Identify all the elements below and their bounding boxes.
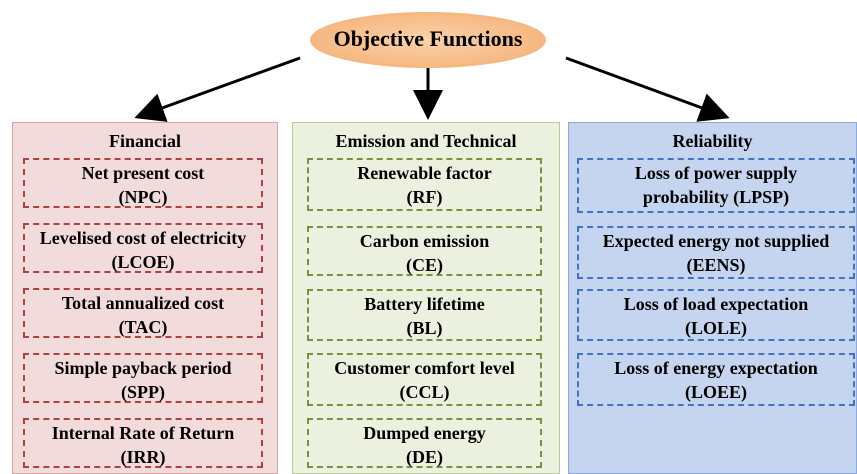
objective-box: Loss of power supply probability (LPSP) <box>577 158 855 213</box>
column: Financial Net present cost (NPC) Levelised … <box>12 122 278 474</box>
column-header: Financial <box>108 131 181 151</box>
arrow <box>565 56 730 122</box>
box-text: (DE) <box>406 447 443 467</box>
objective-box: Renewable factor (RF) <box>307 158 542 211</box>
objective-box: Customer comfort level (CCL) <box>307 353 542 406</box>
box-text: Dumped energy <box>363 423 486 443</box>
box-text: Levelised cost of electricity <box>39 228 247 248</box>
objective-box: Carbon emission (CE) <box>307 226 542 276</box>
box-text: Total annualized cost <box>61 293 225 313</box>
objective-box: Total annualized cost (TAC) <box>23 288 263 338</box>
box-text: Expected energy not supplied <box>602 231 830 251</box>
box-text: Loss of energy expectation <box>614 358 818 378</box>
objective-box: Levelised cost of electricity (LCOE) <box>23 223 263 273</box>
box-text: (RF) <box>406 187 443 207</box>
box-text: (IRR) <box>120 447 166 467</box>
box-text: Loss of load expectation <box>623 294 809 314</box>
objective-box: Net present cost (NPC) <box>23 158 263 208</box>
box-text: (BL) <box>406 318 443 338</box>
box-text: (CE) <box>406 255 443 275</box>
box-text: (TAC) <box>118 317 168 337</box>
box-text: Renewable factor <box>357 163 492 183</box>
objective-box: Battery lifetime (BL) <box>307 289 542 341</box>
objective-box: Loss of load expectation (LOLE) <box>577 289 855 341</box>
box-text: (EENS) <box>686 255 746 275</box>
header-graphic: Objective Functions <box>134 12 730 122</box>
objective-box: Expected energy not supplied (EENS) <box>577 226 855 279</box>
box-text: (LCOE) <box>111 252 175 272</box>
box-text: Net present cost <box>81 163 205 183</box>
objective-box: Loss of energy expectation (LOEE) <box>577 353 855 406</box>
box-text: Customer comfort level <box>334 358 515 378</box>
box-text: (CCL) <box>399 382 450 402</box>
box-text: probability (LPSP) <box>642 187 790 207</box>
box-text: Carbon emission <box>359 231 490 251</box>
objective-box: Dumped energy (DE) <box>307 418 542 468</box>
objective-box: Internal Rate of Return (IRR) <box>23 418 263 468</box>
title: Objective Functions <box>334 26 523 51</box>
box-text: (LOEE) <box>684 382 747 402</box>
box-text: (LOLE) <box>684 318 747 338</box>
column-header: Reliability <box>672 131 753 151</box>
box-text: Internal Rate of Return <box>51 423 235 443</box>
column: Emission and Technical Renewable factor (R… <box>292 122 560 474</box>
box-text: (SPP) <box>121 382 165 402</box>
arrow <box>134 56 301 122</box>
column-header: Emission and Technical <box>335 131 517 151</box>
box-text: (NPC) <box>118 187 168 207</box>
column: Reliability Loss of power supply probabili… <box>568 122 857 474</box>
box-text: Simple payback period <box>54 358 232 378</box>
box-text: Loss of power supply <box>634 163 798 183</box>
objective-box: Simple payback period (SPP) <box>23 353 263 403</box>
box-text: Battery lifetime <box>364 294 485 314</box>
title-ellipse <box>310 12 546 68</box>
